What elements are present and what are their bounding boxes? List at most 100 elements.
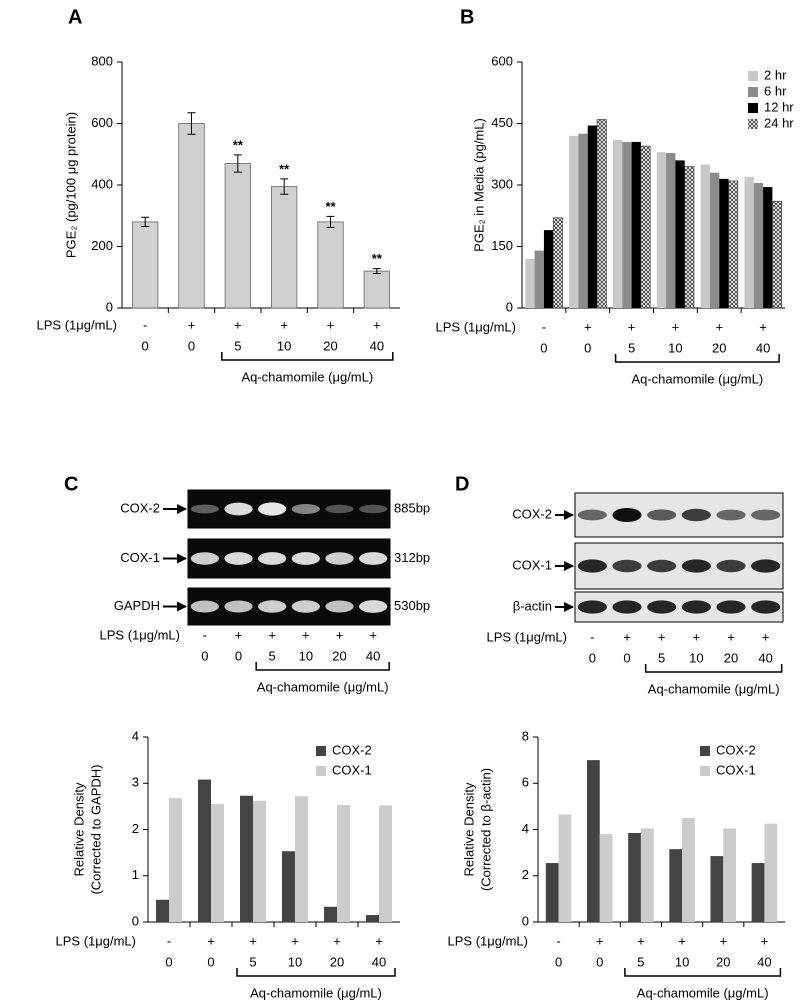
band-size: 530bp: [394, 598, 430, 613]
bar: [281, 851, 295, 922]
x-tick-label: 20: [724, 650, 738, 665]
blot-band: [612, 508, 642, 522]
x-tick-label: 5: [658, 650, 665, 665]
x-tick-label: 0: [589, 650, 596, 665]
blot-band: [224, 552, 253, 565]
lps-sign: +: [235, 627, 243, 642]
blot-strip: [574, 492, 784, 538]
x-tick-label: 40: [370, 338, 384, 353]
bar: [558, 814, 572, 922]
lps-sign: +: [234, 317, 242, 332]
blot-band: [291, 504, 320, 514]
lps-label: LPS (1μg/mL): [487, 629, 567, 644]
y-tick-label: 600: [491, 53, 513, 68]
x-tick-label: 0: [165, 954, 172, 969]
bar: [155, 899, 169, 922]
legend-swatch: [316, 766, 326, 776]
bracket: [644, 664, 783, 673]
blot-strip: [187, 489, 391, 529]
bar: [253, 800, 267, 922]
lps-sign: +: [375, 933, 383, 948]
blot-band: [612, 600, 642, 614]
lps-sign: +: [727, 629, 735, 644]
bar: [612, 139, 623, 308]
blot-band: [681, 508, 711, 522]
blot-band: [190, 600, 219, 613]
blot-band: [359, 504, 388, 514]
bracket-label: Aq-chamomile (μg/mL): [631, 371, 763, 386]
y-tick-label: 150: [491, 238, 513, 253]
bar: [295, 796, 309, 922]
x-tick-label: 10: [277, 338, 291, 353]
lps-label: LPS (1μg/mL): [56, 933, 136, 948]
bar: [578, 133, 588, 308]
blot-band: [577, 509, 607, 521]
bar: [640, 828, 654, 922]
legend-label: 2 hr: [764, 67, 787, 82]
blot-band: [681, 600, 711, 614]
lps-sign: -: [167, 933, 171, 948]
y-tick-label: 200: [91, 238, 113, 253]
blot-band: [190, 504, 219, 514]
lps-sign: +: [333, 933, 341, 948]
legend-swatch: [700, 766, 710, 776]
blot-band: [359, 600, 388, 613]
y-axis-label: (Corrected to GAPDH): [88, 764, 103, 894]
blot-band: [751, 509, 781, 521]
error-bar: [326, 215, 335, 228]
blot-band: [681, 559, 711, 573]
bar: [764, 823, 778, 922]
bar: [211, 804, 225, 922]
x-tick-label: 0: [235, 648, 242, 663]
bar: [622, 141, 632, 308]
y-tick-label: 0: [506, 299, 513, 314]
blot-band: [325, 504, 354, 514]
lps-sign: -: [143, 317, 147, 332]
bracket-label: Aq-chamomile (μg/mL): [637, 985, 769, 1000]
x-tick-label: 5: [234, 338, 241, 353]
bracket: [236, 968, 396, 977]
lps-label: LPS (1μg/mL): [436, 319, 516, 334]
blot-band: [258, 552, 287, 565]
bar: [723, 828, 737, 922]
bar: [772, 201, 783, 309]
bar: [363, 270, 390, 309]
x-tick-label: 5: [249, 954, 256, 969]
blot-band: [224, 600, 253, 613]
legend-label: COX-2: [716, 742, 756, 757]
x-tick-label: 0: [623, 650, 630, 665]
blot-band: [291, 600, 320, 613]
blot-band: [647, 509, 677, 521]
lps-sign: +: [672, 319, 680, 334]
significance: **: [279, 161, 290, 176]
bar: [323, 906, 337, 922]
bar: [178, 123, 205, 309]
bar: [545, 863, 559, 922]
x-tick-label: 0: [596, 954, 603, 969]
bar: [525, 258, 535, 308]
y-axis-label: (Corrected to β-actin): [478, 768, 493, 891]
lps-sign: +: [719, 933, 727, 948]
bar: [682, 817, 695, 922]
bar: [631, 141, 641, 308]
lps-sign: +: [762, 629, 770, 644]
y-tick-label: 400: [91, 176, 113, 191]
blot-band: [359, 552, 388, 565]
y-axis-label: Relative Density: [461, 782, 476, 876]
y-axis-label: PGE₂ in Media (pg/mL): [471, 118, 486, 252]
bracket: [221, 352, 394, 361]
x-tick-label: 0: [555, 954, 562, 969]
legend-label: COX-1: [332, 762, 372, 777]
y-tick-label: 1: [132, 867, 139, 882]
x-tick-label: 10: [299, 648, 313, 663]
y-tick-label: 2: [522, 867, 529, 882]
bar: [586, 760, 600, 922]
bar: [628, 832, 641, 922]
blot-band: [751, 559, 781, 573]
x-tick-label: 40: [756, 340, 770, 355]
lps-sign: +: [280, 317, 288, 332]
lps-sign: -: [542, 319, 546, 334]
x-tick-label: 5: [269, 648, 276, 663]
y-tick-label: 4: [132, 728, 139, 743]
bar: [197, 779, 211, 922]
